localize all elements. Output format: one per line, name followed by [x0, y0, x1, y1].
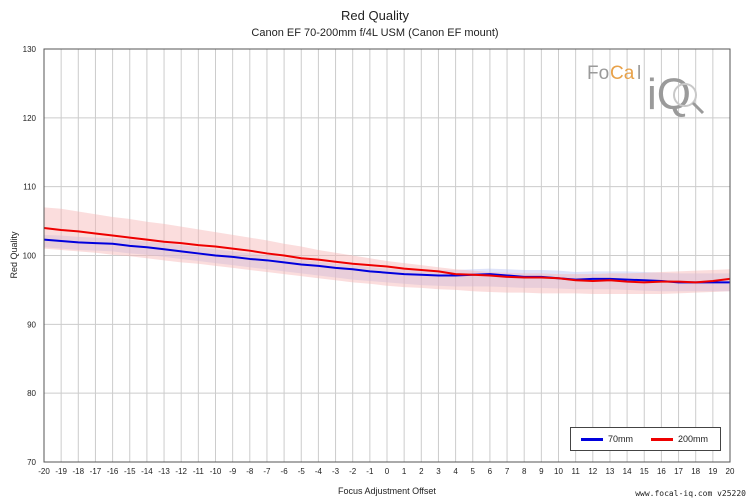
axes: -20 -19 -18 -17 -16 -15 -14 -13 -12 -11 -10 -9 -8 -7-… [23, 45, 735, 476]
y-tick-label: 80 [27, 389, 36, 398]
y-tick-label: 130 [23, 45, 37, 54]
legend-entry-70mm: 70mm [581, 434, 633, 444]
x-tick-label: -12 [175, 467, 187, 476]
magnifier-icon [673, 83, 705, 115]
legend-label-200mm: 200mm [678, 434, 709, 444]
x-tick-label: -10 [210, 467, 222, 476]
x-tick-label: 11 [571, 467, 580, 476]
chart-title: Red Quality [341, 8, 409, 23]
legend-swatch-70mm [581, 437, 603, 441]
x-tick-label: 20 [726, 467, 735, 476]
x-tick-label: 15 [640, 467, 649, 476]
x-tick-label: -16 [107, 467, 119, 476]
x-tick-label: -15 [124, 467, 136, 476]
x-tick-label: -2 [349, 467, 357, 476]
series-lines [43, 226, 731, 284]
logo-text-ca: Ca [610, 63, 635, 84]
x-tick-label: -1 [366, 467, 374, 476]
x-tick-label: -19 [55, 467, 67, 476]
x-tick-label: -4 [315, 467, 323, 476]
x-tick-label: 19 [708, 467, 717, 476]
logo-text-iq: iQ [647, 70, 691, 117]
legend-entry-200mm: 200mm [651, 434, 708, 444]
x-tick-label: -7 [263, 467, 271, 476]
x-tick-label: -18 [73, 467, 85, 476]
x-tick-label: 17 [674, 467, 683, 476]
x-tick-label: 2 [419, 467, 424, 476]
y-tick-label: 70 [27, 458, 36, 467]
legend: 70mm 200mm [570, 427, 721, 451]
y-tick-label: 90 [27, 320, 36, 329]
x-axis-label: Focus Adjustment Offset [338, 486, 436, 496]
x-tick-label: -6 [281, 467, 289, 476]
x-tick-label: -11 [193, 467, 205, 476]
x-tick-label: 14 [623, 467, 632, 476]
chart-subtitle: Canon EF 70-200mm f/4L USM (Canon EF mou… [251, 27, 499, 39]
x-tick-label: -5 [298, 467, 306, 476]
legend-swatch-200mm [651, 437, 673, 441]
y-axis-label: Red Quality [9, 231, 19, 279]
x-tick-label: 9 [539, 467, 544, 476]
x-tick-label: 1 [402, 467, 407, 476]
x-tick-label: 5 [471, 467, 476, 476]
x-tick-label: 3 [436, 467, 441, 476]
x-tick-label: -8 [246, 467, 254, 476]
series-line-70mm [43, 238, 730, 284]
x-tick-label: -9 [229, 467, 237, 476]
x-tick-label: 12 [588, 467, 597, 476]
x-tick-label: 10 [554, 467, 563, 476]
focal-iq-logo: Fo Ca l iQ [587, 63, 705, 117]
series-line-200mm [43, 226, 731, 284]
y-tick-label: 100 [23, 252, 37, 261]
x-tick-label: 6 [488, 467, 493, 476]
y-tick-label: 120 [23, 114, 37, 123]
x-tick-label: 7 [505, 467, 510, 476]
plot-frame [43, 48, 731, 463]
x-tick-label: 16 [657, 467, 666, 476]
x-tick-label: -14 [141, 467, 153, 476]
x-tick-label: 8 [522, 467, 527, 476]
x-tick-label: 13 [605, 467, 614, 476]
x-tick-label: 18 [691, 467, 700, 476]
x-tick-label: -20 [38, 467, 50, 476]
x-tick-label: 0 [385, 467, 390, 476]
x-tick-label: -17 [90, 467, 102, 476]
y-tick-label: 110 [23, 183, 36, 192]
x-tick-label: -13 [158, 467, 170, 476]
footer-credit: www.focal-iq.com v25220 [635, 489, 746, 498]
logo-text-l: l [637, 63, 641, 84]
logo-text-fo: Fo [587, 63, 609, 84]
confidence-band-70mm [44, 234, 730, 292]
legend-label-70mm: 70mm [608, 434, 634, 444]
x-tick-label: -3 [332, 467, 340, 476]
x-tick-label: 4 [453, 467, 458, 476]
